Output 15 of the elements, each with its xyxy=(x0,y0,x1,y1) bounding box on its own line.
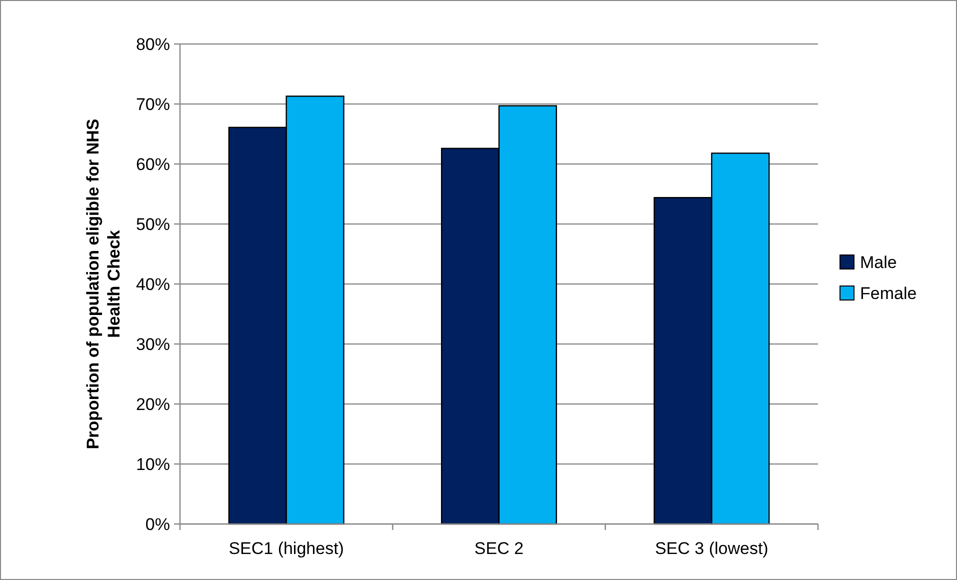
y-tick-label: 0% xyxy=(145,514,170,534)
y-tick-label: 80% xyxy=(136,34,170,54)
x-tick-label: SEC 3 (lowest) xyxy=(654,539,768,558)
x-tick-label: SEC 2 xyxy=(474,539,524,558)
y-tick-label: 40% xyxy=(136,274,170,294)
y-tick-label: 50% xyxy=(136,214,170,234)
y-tick-label: 30% xyxy=(136,334,170,354)
x-tick-label: SEC1 (highest) xyxy=(228,539,344,558)
y-tick-label: 20% xyxy=(136,394,170,414)
y-tick-label: 10% xyxy=(136,454,170,474)
y-tick-label: 60% xyxy=(136,154,170,174)
y-axis-title: Proportion of population eligible for NHS Health Check xyxy=(83,118,124,450)
y-tick-label: 70% xyxy=(136,94,170,114)
legend-label: Male xyxy=(860,252,897,272)
legend-label: Female xyxy=(860,284,917,303)
